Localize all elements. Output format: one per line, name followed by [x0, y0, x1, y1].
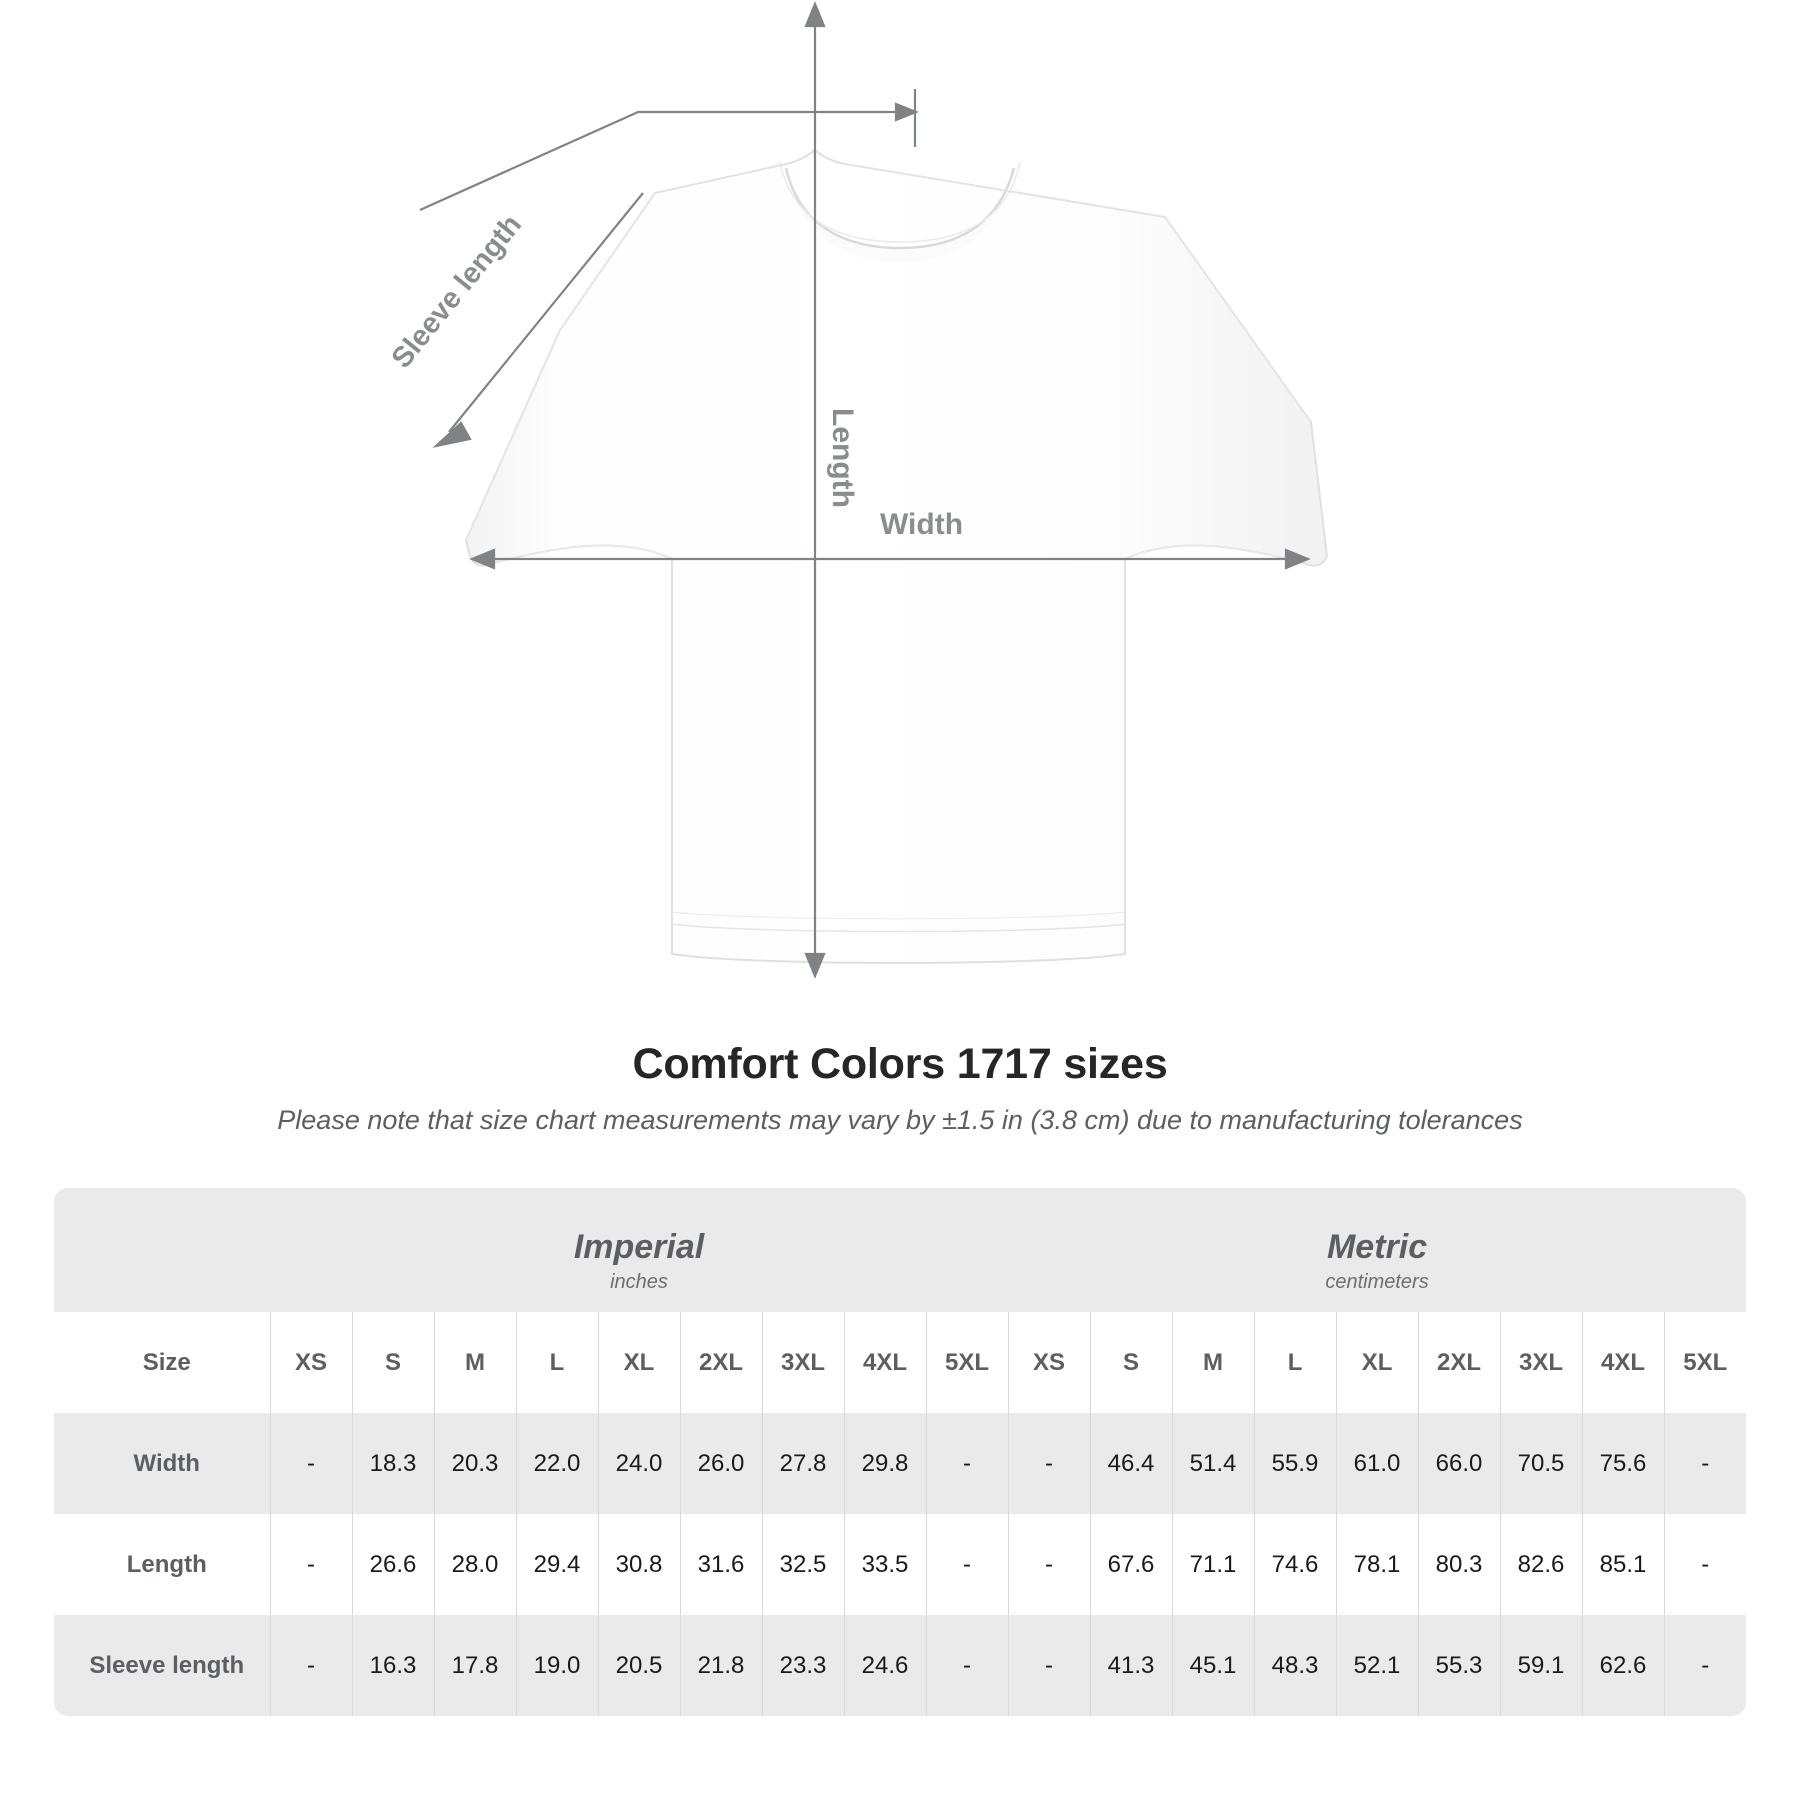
svg-text:Width: Width	[880, 508, 963, 541]
svg-text:Length: Length	[826, 408, 859, 508]
svg-text:Sleeve length: Sleeve length	[386, 209, 529, 374]
